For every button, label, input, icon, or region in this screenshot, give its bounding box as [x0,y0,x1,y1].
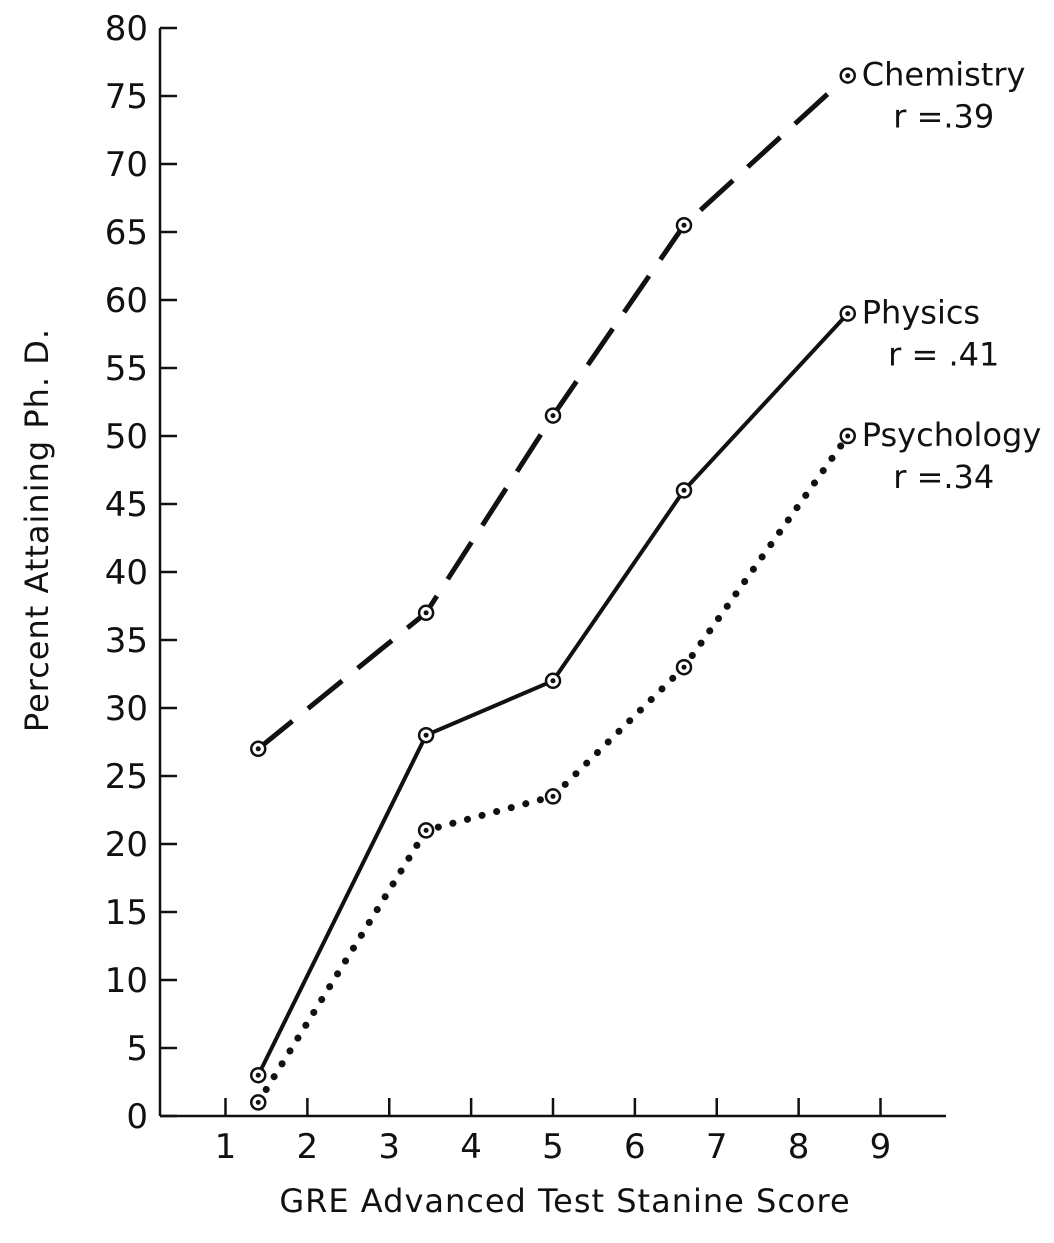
y-tick-label: 30 [105,689,148,729]
data-point-center-psychology [681,664,687,670]
y-tick-label: 0 [126,1097,148,1137]
data-point-center-chemistry [681,222,687,228]
x-axis-title: GRE Advanced Test Stanine Score [279,1182,850,1220]
data-point-center-physics [255,1072,261,1078]
series-correlation-chemistry: r =.39 [893,98,994,136]
data-point-center-physics [423,732,429,738]
data-point-center-chemistry [550,413,556,419]
x-tick-label: 7 [706,1127,728,1167]
series-correlation-psychology: r =.34 [893,458,994,496]
series-label-psychology: Psychology [862,416,1042,454]
x-tick-label: 4 [460,1127,482,1167]
y-tick-label: 80 [105,9,148,49]
y-tick-label: 15 [105,893,148,933]
series-points [250,67,856,1111]
x-tick-label: 6 [624,1127,646,1167]
y-tick-label: 55 [105,349,148,389]
series-labels: Chemistry r =.39 Physics r = .41 Psychology r… [862,56,1042,496]
series-line-psychology [254,432,852,1106]
data-point-center-psychology [423,827,429,833]
x-tick-label: 2 [297,1127,319,1167]
x-tick-label: 3 [378,1127,400,1167]
x-tick-label: 9 [870,1127,892,1167]
data-point-center-physics [681,487,687,493]
series-correlation-physics: r = .41 [888,336,999,374]
x-tick-label: 5 [542,1127,564,1167]
data-point-center-chemistry [255,746,261,752]
y-tick-label: 40 [105,553,148,593]
y-tick-label: 75 [105,77,148,117]
y-tick-label: 70 [105,145,148,185]
data-point-center-physics [550,678,556,684]
y-tick-label: 35 [105,621,148,661]
y-axis-ticks: 0 5 10 15 20 25 30 35 40 45 50 55 60 65 70 75 80 [105,9,177,1137]
series-label-physics: Physics [862,294,980,332]
data-point-center-psychology [845,433,851,439]
axes [158,28,946,1118]
data-point-center-physics [845,311,851,317]
x-tick-label: 8 [788,1127,810,1167]
data-point-center-chemistry [845,73,851,79]
series-label-chemistry: Chemistry [862,56,1026,94]
series-lines [254,73,852,1106]
data-point-center-psychology [255,1099,261,1105]
data-point-center-psychology [550,793,556,799]
y-tick-label: 20 [105,825,148,865]
x-tick-label: 1 [215,1127,237,1167]
y-tick-label: 60 [105,281,148,321]
y-tick-label: 25 [105,757,148,797]
data-point-center-chemistry [423,610,429,616]
y-axis-title: Percent Attaining Ph. D. [18,328,56,732]
y-tick-label: 50 [105,417,148,457]
y-tick-label: 45 [105,485,148,525]
x-axis-ticks: 1 2 3 4 5 6 7 8 9 [215,1098,892,1167]
y-tick-label: 65 [105,213,148,253]
y-tick-label: 10 [105,961,148,1001]
y-tick-label: 5 [126,1029,148,1069]
